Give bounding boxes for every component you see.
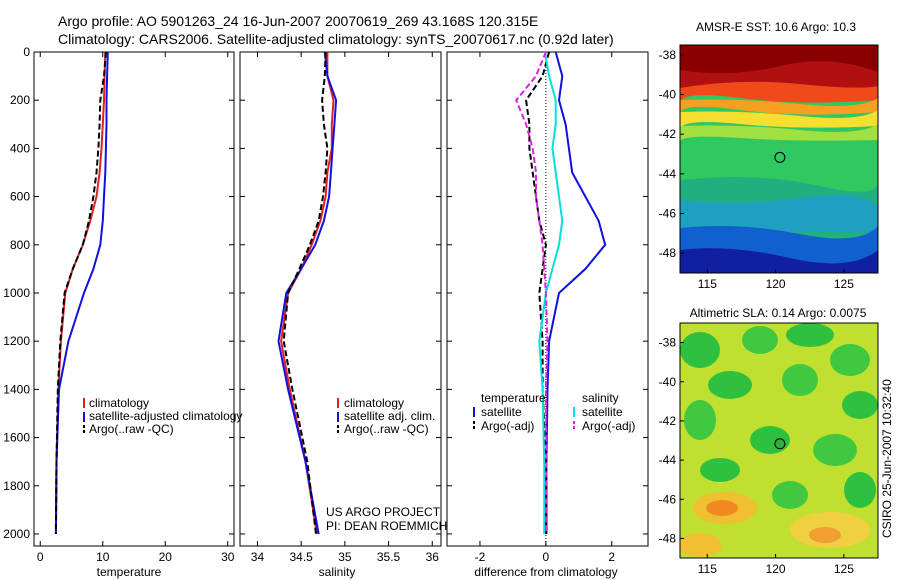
x-tick-label: 35.5 <box>377 550 401 564</box>
x-tick-label: 35 <box>338 550 352 564</box>
salinity-legend: climatology satellite adj. clim. Argo(..… <box>337 396 435 436</box>
side-stamp: CSIRO 25-Jun-2007 10:32:40 <box>880 379 894 538</box>
series-line <box>282 51 329 535</box>
sst-map-axes: 115 120 125 -38 -40 -42 -44 -46 -48 <box>659 48 855 291</box>
series-line <box>515 51 549 535</box>
footer-pi: PI: DEAN ROEMMICH <box>326 519 447 533</box>
series-line <box>277 51 338 535</box>
difference-legend-salinity-satellite: satellite <box>582 405 623 419</box>
map-y-tick-label: -42 <box>659 414 677 428</box>
sla-map-frame <box>679 322 879 559</box>
map-y-tick-label: -46 <box>659 207 677 221</box>
map-x-tick-label: 120 <box>766 562 786 576</box>
header-line2: Climatology: CARS2006. Satellite-adjuste… <box>58 31 614 47</box>
salinity-legend-satellite: satellite adj. clim. <box>344 409 435 423</box>
difference-xlabel: difference from climatology <box>474 565 617 579</box>
map-x-tick-label: 115 <box>698 277 717 291</box>
difference-legend: temperature satellite Argo(-adj) salinit… <box>473 391 635 433</box>
map-x-tick-label: 115 <box>698 562 717 576</box>
salinity-legend-climatology: climatology <box>344 396 404 410</box>
map-y-tick-label: -40 <box>659 88 677 102</box>
x-tick-label: 30 <box>221 550 235 564</box>
x-tick-label: 34 <box>251 550 265 564</box>
map-y-tick-label: -38 <box>659 336 677 350</box>
y-tick-label: 0 <box>23 45 30 59</box>
sst-map-field <box>680 45 878 273</box>
salinity-xlabel: salinity <box>319 565 356 579</box>
salinity-axes <box>239 51 442 547</box>
temperature-legend-climatology: climatology <box>89 396 149 410</box>
salinity-legend-argo: Argo(..raw -QC) <box>344 422 429 436</box>
y-tick-label: 600 <box>10 190 30 204</box>
x-tick-label: 34.5 <box>289 550 313 564</box>
argo-location-marker <box>774 151 786 163</box>
sst-map-frame <box>679 44 879 274</box>
difference-legend-temperature-argo: Argo(-adj) <box>481 419 534 433</box>
temperature-legend-argo: Argo(..raw -QC) <box>89 422 174 436</box>
temperature-xlabel: temperature <box>97 565 162 579</box>
map-y-tick-label: -38 <box>659 48 677 62</box>
map-y-tick-label: -44 <box>659 453 677 467</box>
sla-map-axes: 115 120 125 -38 -40 -42 -44 -46 -48 <box>659 336 855 576</box>
x-tick-label: 0 <box>543 550 550 564</box>
x-tick-label: 20 <box>159 550 173 564</box>
x-tick-label: 10 <box>96 550 110 564</box>
y-tick-label: 1600 <box>3 431 30 445</box>
x-tick-label: 2 <box>608 550 615 564</box>
temperature-axes <box>33 51 235 547</box>
map-y-tick-label: -42 <box>659 127 677 141</box>
series-line <box>54 51 107 535</box>
map-x-tick-label: 120 <box>766 277 786 291</box>
x-tick-label: 36 <box>426 550 440 564</box>
series-line <box>54 51 107 535</box>
map-y-tick-label: -40 <box>659 375 677 389</box>
temperature-legend: climatology satellite-adjusted climatolo… <box>83 396 242 436</box>
y-tick-label: 200 <box>10 93 30 107</box>
temperature-legend-satellite: satellite-adjusted climatology <box>89 409 242 423</box>
map-y-tick-label: -46 <box>659 492 677 506</box>
y-tick-label: 1400 <box>3 382 30 396</box>
x-tick-label: -2 <box>475 550 486 564</box>
map-y-tick-label: -48 <box>659 531 677 545</box>
difference-plot: -2 0 2 <box>447 51 648 564</box>
footer-project: US ARGO PROJECT <box>326 505 441 519</box>
series-line <box>280 52 335 535</box>
y-tick-label: 1200 <box>3 334 30 348</box>
difference-legend-temperature-title: temperature <box>481 391 546 405</box>
difference-legend-temperature-satellite: satellite <box>481 405 522 419</box>
x-tick-label: 0 <box>37 550 44 564</box>
y-tick-label: 800 <box>10 238 30 252</box>
y-tick-label: 400 <box>10 141 30 155</box>
series-line <box>54 51 109 535</box>
sla-map-title: Altimetric SLA: 0.14 Argo: 0.0075 <box>690 306 867 320</box>
difference-axes <box>446 51 649 547</box>
map-x-tick-label: 125 <box>834 562 854 576</box>
series-line <box>538 51 564 534</box>
y-tick-label: 2000 <box>3 527 30 541</box>
header-line1: Argo profile: AO 5901263_24 16-Jun-2007 … <box>58 13 538 29</box>
map-y-tick-label: -44 <box>659 167 677 181</box>
y-tick-label: 1000 <box>3 286 30 300</box>
difference-legend-salinity-title: salinity <box>582 391 619 405</box>
series-line <box>545 51 607 534</box>
map-x-tick-label: 125 <box>834 277 854 291</box>
y-tick-label: 1800 <box>3 479 30 493</box>
salinity-plot: 34 34.5 35 35.5 36 <box>240 51 441 564</box>
map-y-tick-label: -48 <box>659 246 677 260</box>
temperature-plot: 0 10 20 30 0 200 400 600 800 1000 1200 1400 1600 1800… <box>3 45 234 564</box>
sst-map-title: AMSR-E SST: 10.6 Argo: 10.3 <box>696 20 856 34</box>
difference-legend-salinity-argo: Argo(-adj) <box>582 419 635 433</box>
argo-location-marker <box>774 438 786 450</box>
